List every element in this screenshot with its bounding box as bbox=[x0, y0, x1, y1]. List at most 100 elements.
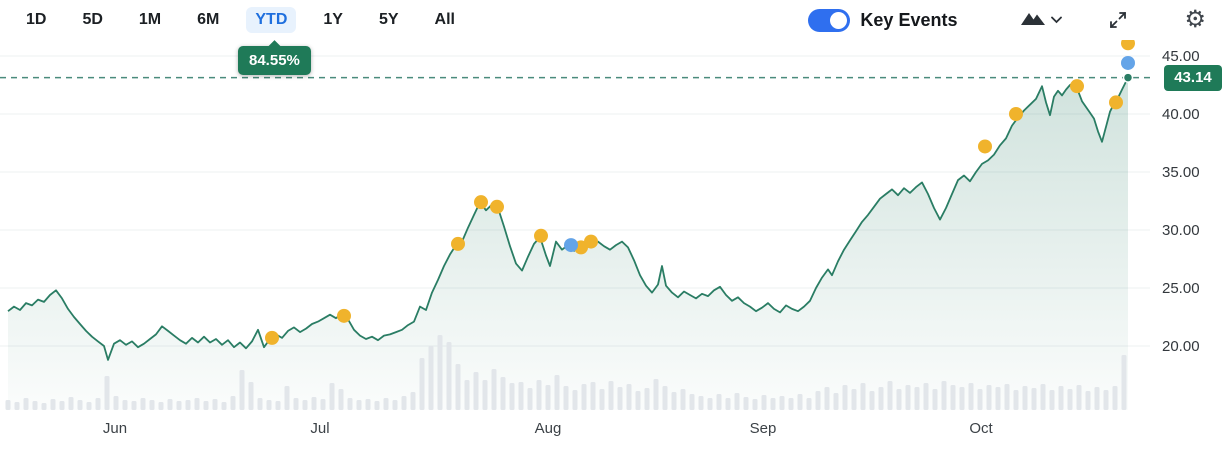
volume-bar bbox=[905, 385, 911, 410]
volume-bar bbox=[995, 387, 1001, 410]
volume-bar bbox=[1067, 389, 1073, 410]
volume-bar bbox=[149, 400, 155, 410]
volume-bar bbox=[266, 400, 272, 410]
volume-bar bbox=[923, 383, 929, 410]
volume-bar bbox=[950, 385, 956, 410]
volume-bar bbox=[788, 398, 794, 410]
volume-bar bbox=[716, 394, 722, 410]
toolbar-right-controls: Key Events ⚙ bbox=[808, 8, 1206, 32]
volume-bar bbox=[1085, 391, 1091, 410]
key-event-dot-yellow[interactable] bbox=[451, 236, 465, 251]
volume-bar bbox=[671, 392, 677, 410]
range-button-6m[interactable]: 6M bbox=[188, 7, 228, 33]
volume-bar bbox=[833, 393, 839, 410]
range-button-5y[interactable]: 5Y bbox=[370, 7, 408, 33]
volume-bar bbox=[635, 391, 641, 410]
expand-fullscreen-icon[interactable] bbox=[1108, 10, 1128, 30]
volume-bar bbox=[32, 401, 38, 410]
volume-bar bbox=[491, 369, 497, 410]
volume-bar bbox=[977, 389, 983, 410]
volume-bar bbox=[734, 393, 740, 410]
range-button-5d[interactable]: 5D bbox=[73, 7, 111, 33]
volume-bar bbox=[41, 403, 47, 410]
volume-bar bbox=[914, 387, 920, 410]
key-event-dot-yellow[interactable] bbox=[1109, 95, 1123, 110]
y-axis-label: 25.00 bbox=[1162, 280, 1200, 297]
key-event-dot-yellow[interactable] bbox=[490, 199, 504, 214]
range-button-ytd[interactable]: YTD bbox=[246, 7, 297, 33]
volume-bar bbox=[275, 401, 281, 410]
volume-bar bbox=[104, 376, 110, 410]
key-events-label: Key Events bbox=[860, 9, 958, 30]
volume-bar bbox=[338, 389, 344, 410]
price-chart-svg[interactable]: 45.00 40.00 35.00 30.00 25.00 20.00 bbox=[0, 40, 1223, 415]
x-axis: Jun Jul Aug Sep Oct bbox=[0, 418, 1223, 448]
key-event-dot-blue[interactable] bbox=[564, 238, 578, 253]
volume-bar bbox=[194, 398, 200, 410]
range-button-1y[interactable]: 1Y bbox=[314, 7, 352, 33]
settings-gear-icon[interactable]: ⚙ bbox=[1184, 6, 1206, 33]
key-event-dot-yellow[interactable] bbox=[265, 330, 279, 345]
key-event-dot-yellow[interactable] bbox=[337, 308, 351, 323]
volume-bar bbox=[554, 375, 560, 410]
month-label: Jun bbox=[102, 420, 128, 437]
volume-bar bbox=[473, 372, 479, 410]
price-area bbox=[8, 77, 1128, 410]
month-label: Oct bbox=[969, 420, 993, 437]
volume-bar bbox=[392, 400, 398, 410]
volume-bar bbox=[941, 381, 947, 410]
key-event-dot-yellow[interactable] bbox=[1070, 79, 1084, 94]
chart-type-selector[interactable] bbox=[1021, 10, 1063, 30]
volume-bar bbox=[446, 342, 452, 410]
volume-bar bbox=[779, 396, 785, 410]
volume-bar bbox=[500, 377, 506, 410]
volume-bar bbox=[95, 398, 101, 410]
key-event-dot-yellow[interactable] bbox=[474, 195, 488, 210]
toolbar: 1D 5D 1M 6M YTD 1Y 5Y All Key Events ⚙ bbox=[0, 0, 1223, 40]
volume-bar bbox=[509, 383, 515, 410]
volume-bar bbox=[563, 386, 569, 410]
range-button-all[interactable]: All bbox=[426, 7, 464, 33]
key-event-dot-yellow[interactable] bbox=[534, 228, 548, 243]
key-event-dot-yellow[interactable] bbox=[1121, 40, 1135, 51]
toggle-knob bbox=[830, 11, 848, 29]
volume-bar bbox=[1121, 355, 1127, 410]
volume-bar bbox=[320, 399, 326, 410]
volume-bar bbox=[761, 395, 767, 410]
volume-bar bbox=[986, 385, 992, 410]
y-axis-label: 40.00 bbox=[1162, 106, 1200, 123]
volume-bar bbox=[437, 335, 443, 410]
volume-bar bbox=[1031, 388, 1037, 410]
volume-bar bbox=[14, 402, 20, 410]
key-event-dot-yellow[interactable] bbox=[978, 139, 992, 154]
volume-bar bbox=[689, 394, 695, 410]
volume-bar bbox=[932, 389, 938, 410]
volume-bar bbox=[842, 385, 848, 410]
volume-bar bbox=[518, 382, 524, 410]
volume-bar bbox=[1049, 390, 1055, 410]
volume-bar bbox=[419, 358, 425, 410]
range-button-1d[interactable]: 1D bbox=[17, 7, 55, 33]
volume-bar bbox=[221, 402, 227, 410]
volume-bar bbox=[230, 396, 236, 410]
key-events-toggle[interactable] bbox=[808, 8, 851, 32]
volume-bar bbox=[959, 387, 965, 410]
key-event-dot-blue[interactable] bbox=[1121, 55, 1135, 70]
volume-bar bbox=[572, 390, 578, 410]
volume-bar bbox=[239, 370, 245, 410]
volume-bar bbox=[383, 398, 389, 410]
volume-bar bbox=[185, 400, 191, 410]
volume-bar bbox=[725, 398, 731, 410]
chart-area: 45.00 40.00 35.00 30.00 25.00 20.00 43.14 Jun… bbox=[0, 40, 1223, 460]
volume-bar bbox=[527, 388, 533, 410]
key-event-dot-yellow[interactable] bbox=[584, 234, 598, 249]
current-price-dot bbox=[1122, 72, 1134, 83]
volume-bar bbox=[311, 397, 317, 410]
volume-bar bbox=[797, 394, 803, 410]
volume-bar bbox=[653, 379, 659, 410]
key-event-dot-yellow[interactable] bbox=[1009, 107, 1023, 121]
volume-bar bbox=[581, 384, 587, 410]
volume-bar bbox=[302, 400, 308, 410]
range-button-1m[interactable]: 1M bbox=[130, 7, 170, 33]
volume-bar bbox=[608, 381, 614, 410]
